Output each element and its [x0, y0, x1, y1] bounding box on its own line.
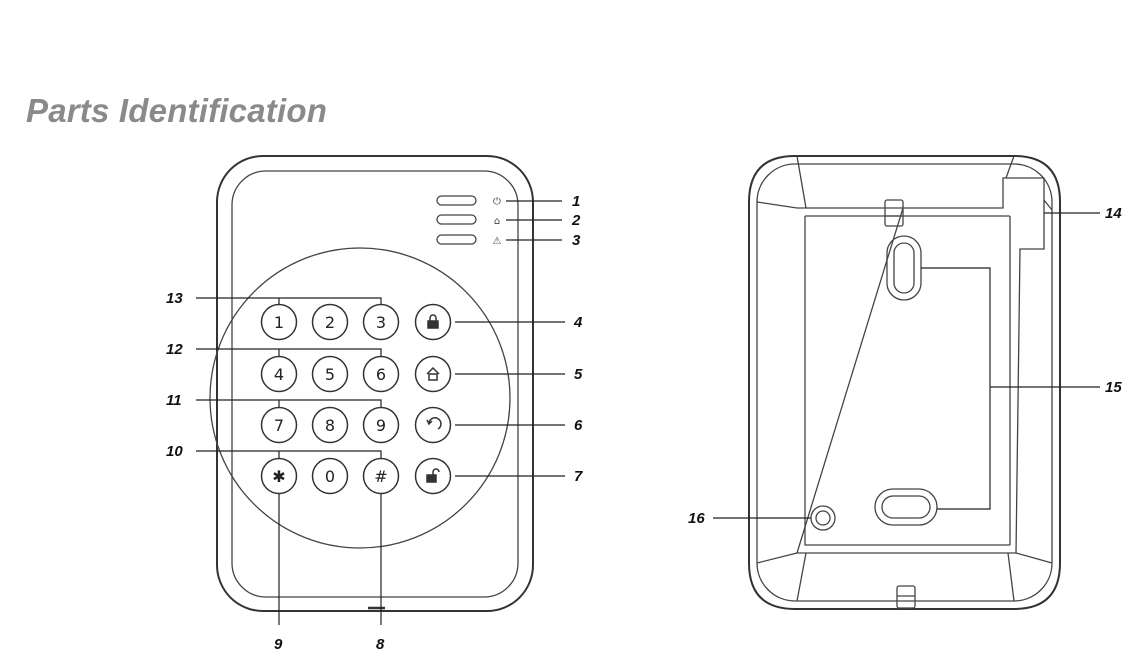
key-9-label: 9 [376, 416, 386, 435]
back-inner-body [756, 163, 1053, 602]
screw-hole [810, 505, 836, 531]
led-indicators: ⏻ ⌂ ⚠ [436, 195, 502, 247]
key-0[interactable]: 0 [311, 457, 349, 495]
power-icon: ⏻ [493, 197, 501, 208]
callout-13: 13 [166, 290, 183, 307]
arm-led [436, 214, 477, 225]
back-arrow-icon [426, 417, 442, 430]
key-5-label: 5 [325, 365, 335, 384]
callout-5: 5 [574, 366, 583, 383]
top-tamper-clip [884, 199, 904, 227]
callout-10: 10 [166, 443, 183, 460]
key-hash-label: # [374, 467, 387, 486]
callout-4: 4 [573, 314, 583, 331]
callout-16: 16 [688, 510, 705, 527]
key-5[interactable]: 5 [311, 355, 349, 393]
power-led [436, 195, 477, 206]
callout-8: 8 [376, 636, 385, 653]
key-6-label: 6 [376, 365, 386, 384]
callout-12: 12 [166, 341, 183, 358]
alarm-led [436, 234, 477, 245]
key-7-label: 7 [274, 416, 284, 435]
bottom-clip [896, 585, 916, 609]
callout-1: 1 [572, 193, 580, 210]
key-disarm[interactable] [414, 457, 452, 495]
back-callout-labels: 14 15 16 [688, 205, 1122, 527]
callout-7: 7 [574, 468, 583, 485]
home-icon [426, 366, 440, 381]
front-callout-labels: 1 2 3 4 5 6 7 8 9 10 11 12 13 [166, 193, 583, 653]
key-4-label: 4 [274, 365, 284, 384]
callout-2: 2 [571, 212, 581, 229]
keypad-outer-body [216, 155, 534, 612]
callout-6: 6 [574, 417, 583, 434]
keypad-inner-face [231, 170, 519, 598]
key-back[interactable] [414, 406, 452, 444]
keypad-buttons: 1 2 3 4 5 6 7 8 9 ✱ 0 # [260, 303, 452, 495]
callout-11: 11 [166, 392, 182, 409]
back-view: 14 15 16 [688, 155, 1122, 610]
back-callout-lines [713, 212, 1100, 519]
key-arm-away[interactable] [414, 303, 452, 341]
back-outer-body [748, 155, 1061, 610]
key-7[interactable]: 7 [260, 406, 298, 444]
key-4[interactable]: 4 [260, 355, 298, 393]
key-hash[interactable]: # [362, 457, 400, 495]
key-8-label: 8 [325, 416, 335, 435]
callout-14: 14 [1105, 205, 1122, 222]
home-status-icon: ⌂ [494, 216, 500, 227]
front-view: ⏻ ⌂ ⚠ 1 2 34 5 67 8 9✱ 0 # [166, 155, 583, 653]
key-arm-home[interactable] [414, 355, 452, 393]
warning-icon: ⚠ [493, 236, 502, 247]
key-9[interactable]: 9 [362, 406, 400, 444]
key-3[interactable]: 3 [362, 303, 400, 341]
unlock-icon [426, 468, 440, 483]
key-3-label: 3 [376, 313, 386, 332]
key-1[interactable]: 1 [260, 303, 298, 341]
callout-15: 15 [1105, 379, 1122, 396]
keypad-circle-panel [209, 247, 511, 549]
lock-icon [427, 314, 439, 329]
key-star[interactable]: ✱ [260, 457, 298, 495]
key-2[interactable]: 2 [311, 303, 349, 341]
mounting-plate [796, 177, 1045, 554]
key-star-label: ✱ [272, 467, 285, 486]
key-2-label: 2 [325, 313, 335, 332]
front-callout-lines [196, 200, 565, 625]
key-1-label: 1 [274, 313, 284, 332]
lower-screw-slot [874, 488, 938, 526]
callout-3: 3 [572, 232, 581, 249]
page-title: Parts Identification [26, 92, 328, 129]
key-6[interactable]: 6 [362, 355, 400, 393]
callout-9: 9 [274, 636, 283, 653]
key-8[interactable]: 8 [311, 406, 349, 444]
key-0-label: 0 [325, 467, 335, 486]
